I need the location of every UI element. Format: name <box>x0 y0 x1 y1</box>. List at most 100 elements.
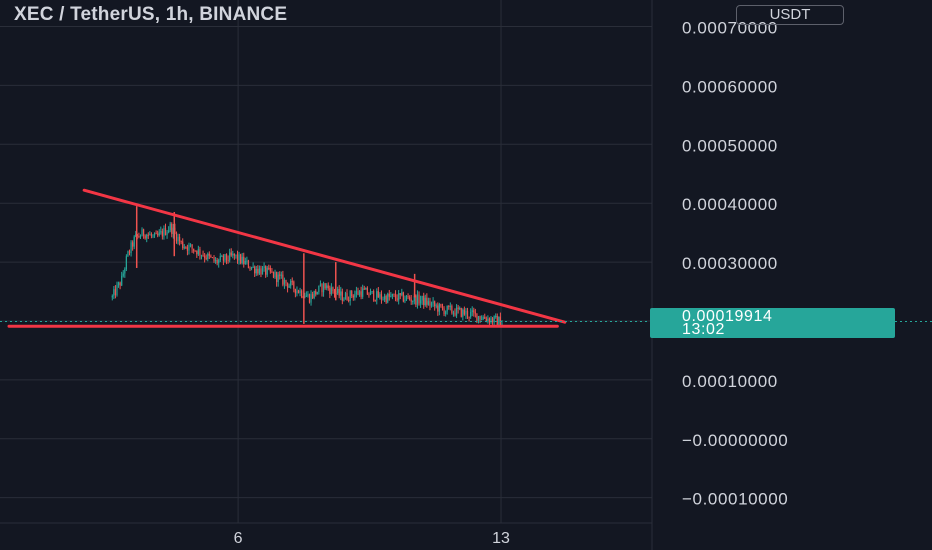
candle-body <box>379 294 381 298</box>
candle-body <box>132 242 134 247</box>
candle-body <box>236 254 239 261</box>
candle-body <box>286 283 289 288</box>
candle-body <box>398 293 400 301</box>
candle-body <box>476 313 478 321</box>
candle-body <box>213 257 215 262</box>
candle-body <box>297 290 300 294</box>
candle-body <box>124 269 126 274</box>
candle-body <box>387 293 389 303</box>
symbol-title[interactable]: XEC / TetherUS, 1h, BINANCE <box>14 4 288 25</box>
candle-body <box>249 267 251 269</box>
candle-body <box>119 282 121 286</box>
candle-body <box>340 291 342 296</box>
candle-body <box>166 232 168 236</box>
candle-body <box>451 306 453 313</box>
candle-body <box>360 291 362 297</box>
candle-body <box>315 290 317 295</box>
candle-body <box>225 254 228 260</box>
candle-body <box>351 291 353 297</box>
candle-body <box>168 230 170 233</box>
candle-body <box>246 260 248 262</box>
candle-body <box>125 256 127 270</box>
candle-body <box>238 254 240 261</box>
candle-body <box>484 317 486 319</box>
candle-body <box>232 253 234 256</box>
y-tick-label: 0.00040000 <box>682 195 778 214</box>
candle-body <box>490 318 492 323</box>
candle-body <box>216 259 218 264</box>
candle-body <box>157 233 159 236</box>
candle-body <box>391 294 394 297</box>
candle-body <box>139 236 142 238</box>
candle-body <box>358 291 361 295</box>
candle-body <box>479 316 481 320</box>
candle-body <box>161 231 163 237</box>
candle-body <box>344 293 347 300</box>
candle-body <box>230 252 232 256</box>
candle-body <box>193 248 195 251</box>
candle-body <box>426 297 428 305</box>
candle-body <box>416 294 419 305</box>
candle-body <box>312 294 314 298</box>
drawing-layer <box>7 188 567 328</box>
candle-body <box>308 294 311 303</box>
candle-body <box>374 300 376 302</box>
candle-body <box>163 228 165 237</box>
candle-body <box>127 251 129 257</box>
candle-body <box>214 259 217 262</box>
candle-body <box>390 296 392 298</box>
candle-body <box>255 268 257 274</box>
candle-body <box>210 255 212 258</box>
candle-body <box>269 267 271 272</box>
candle-body <box>495 315 497 317</box>
candle-body <box>357 291 359 295</box>
candle-body <box>491 318 494 323</box>
candle-body <box>305 295 307 297</box>
candle-body <box>316 292 318 295</box>
y-tick-label: 0.00050000 <box>682 136 778 155</box>
candle-body <box>208 253 210 256</box>
currency-selector[interactable]: USDT <box>736 5 844 25</box>
candle-body <box>160 231 162 233</box>
candle-body <box>272 271 275 278</box>
candle-body <box>293 281 295 289</box>
candle-body <box>142 229 145 236</box>
candle-body <box>285 279 287 284</box>
chart-grid <box>0 0 652 523</box>
candle-body <box>347 300 350 302</box>
candle-body <box>202 255 204 257</box>
candle-body <box>280 274 282 276</box>
candle-body <box>114 289 117 296</box>
candle-body <box>463 309 465 315</box>
candle-body <box>352 296 354 298</box>
candle-body <box>149 234 151 236</box>
candle-body <box>243 256 245 264</box>
candle-body <box>441 306 444 309</box>
candle-body <box>341 291 343 301</box>
candle-body <box>460 308 462 317</box>
descending-trendline <box>82 188 567 324</box>
candle-body <box>200 255 203 257</box>
candle-body <box>155 233 157 235</box>
candle-body <box>277 274 279 283</box>
candle-body <box>471 310 473 312</box>
candle-body <box>427 301 430 305</box>
candle-body <box>321 284 323 293</box>
y-tick-label: 0.00010000 <box>682 372 778 391</box>
candle-body <box>185 247 187 249</box>
candle-body <box>130 242 132 253</box>
candle-body <box>197 249 199 255</box>
candle-body <box>260 268 262 275</box>
candle-body <box>362 288 364 297</box>
candle-body <box>252 266 254 268</box>
y-tick-label: 0.00070000 <box>682 19 778 38</box>
candle-body <box>324 283 326 289</box>
candle-body <box>164 228 167 236</box>
candle-body <box>399 293 401 295</box>
candle-body <box>407 296 409 298</box>
candle-body <box>419 300 422 304</box>
price-axis: 0.00070000 0.00060000 0.00050000 0.00040000… <box>682 19 788 509</box>
candle-body <box>459 308 461 310</box>
candle-body <box>393 294 395 296</box>
